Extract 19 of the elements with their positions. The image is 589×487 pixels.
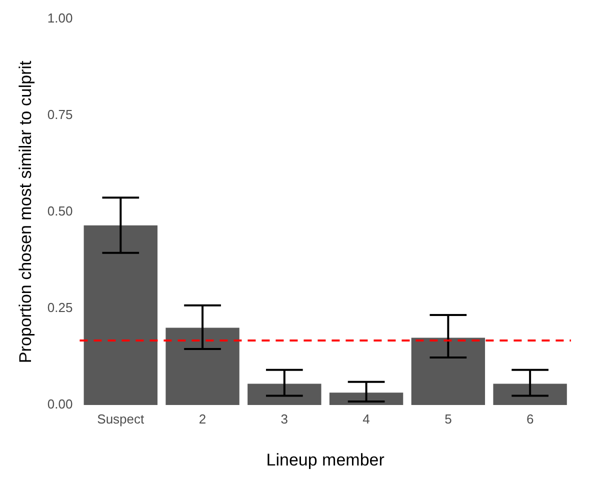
x-tick-label: 3 — [280, 411, 288, 426]
y-tick-label: 0.25 — [47, 300, 73, 316]
bar — [166, 328, 240, 405]
x-tick-label: 2 — [198, 411, 206, 426]
x-axis-title: Lineup member — [266, 450, 385, 470]
y-tick-label: 0.00 — [47, 396, 73, 412]
bar — [493, 384, 567, 405]
x-tick-label: Suspect — [97, 411, 145, 426]
bar — [84, 225, 158, 405]
y-tick-label: 1.00 — [47, 10, 73, 26]
y-axis-title: Proportion chosen most similar to culprit — [16, 60, 35, 364]
x-tick-label: 6 — [526, 411, 534, 426]
x-tick-label: 5 — [444, 411, 452, 426]
bar — [329, 392, 404, 405]
x-tick-label: 4 — [362, 411, 370, 426]
y-tick-label: 0.75 — [47, 106, 73, 122]
bar — [248, 384, 322, 405]
bar — [411, 338, 486, 405]
y-tick-label: 0.50 — [47, 203, 73, 218]
